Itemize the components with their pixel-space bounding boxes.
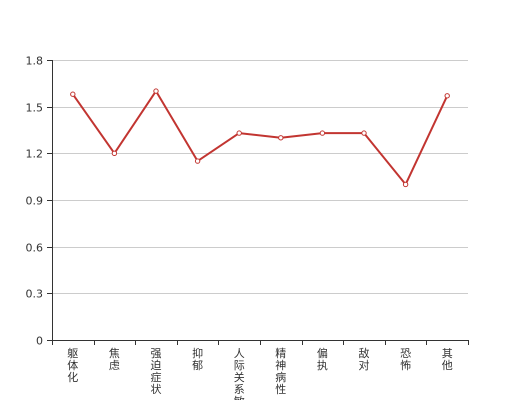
x-tick-label: 抑郁 <box>192 346 203 372</box>
y-axis-tick-labels: 0 0.3 0.6 0.9 1.2 1.5 1.8 <box>26 55 44 348</box>
x-axis-tick-labels: 躯体化 焦虑 强迫症状 抑郁 人际关系敏感 精神病性 偏执 敌对 恐怖 其他 <box>67 346 452 400</box>
series-line <box>71 90 449 186</box>
x-tick-label: 敌对 <box>359 346 370 372</box>
data-point <box>236 130 242 136</box>
data-point <box>361 130 367 136</box>
data-point <box>402 181 409 188</box>
data-point <box>111 150 118 157</box>
x-tick-label: 恐怖 <box>400 347 411 372</box>
x-tick-label: 强迫症状 <box>151 347 162 396</box>
y-tick-label: 0.6 <box>26 242 44 255</box>
series-line <box>71 90 449 186</box>
data-point <box>319 130 326 136</box>
x-tick-label: 偏执 <box>317 346 328 372</box>
x-tick-label: 精神病性 <box>275 347 286 396</box>
y-tick-label: 1.5 <box>26 102 44 115</box>
x-tick-label: 焦虑 <box>109 347 120 372</box>
data-points <box>70 88 450 188</box>
x-tick-label: 其他 <box>442 347 453 372</box>
data-point <box>70 91 76 97</box>
y-tick-label: 1.8 <box>26 55 44 68</box>
y-tick-label: 0 <box>36 335 43 348</box>
x-tick-label: 躯体化 <box>67 347 78 384</box>
data-point <box>194 158 201 164</box>
data-point <box>278 135 284 141</box>
x-tick-label: 人际关系敏感 <box>234 347 245 400</box>
y-tick-label: 0.3 <box>26 288 44 301</box>
data-point <box>153 88 159 94</box>
y-tick-label: 0.9 <box>26 195 44 208</box>
y-tick-label: 1.2 <box>26 148 44 161</box>
axes <box>47 60 469 345</box>
grid-lines <box>52 60 468 294</box>
data-point <box>444 93 450 99</box>
